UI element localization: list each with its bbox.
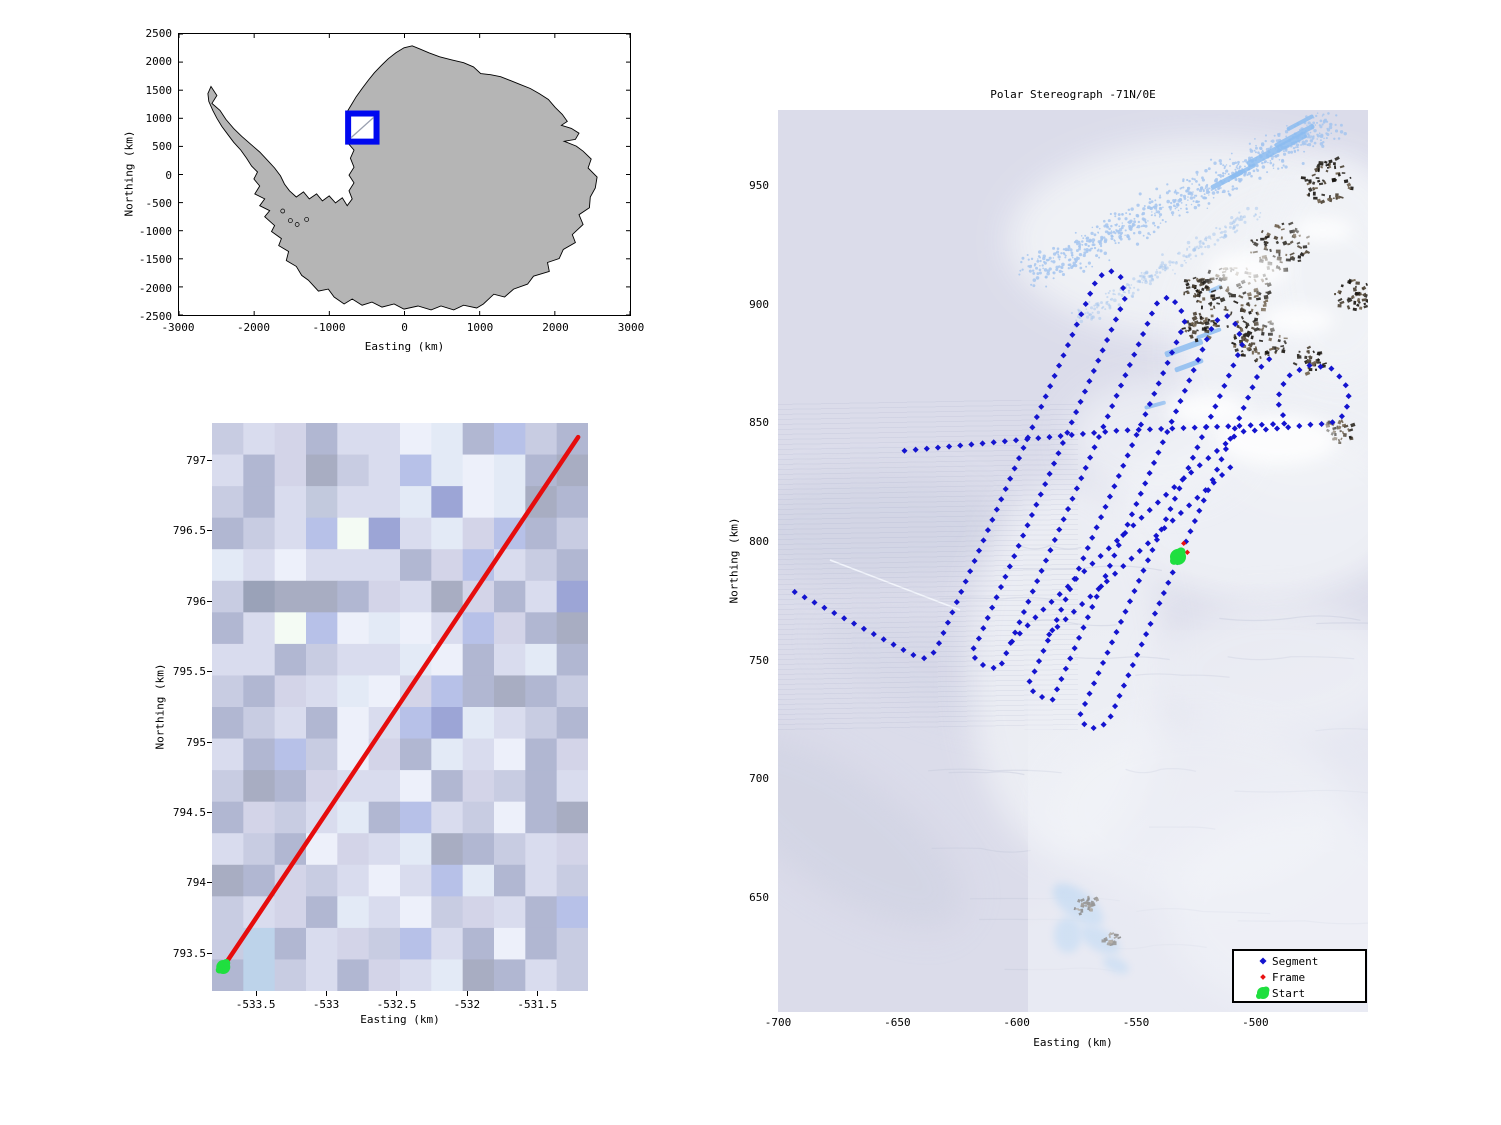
x-tick-label: -533.5 — [235, 998, 276, 1011]
antarctica-landmass — [207, 45, 598, 311]
segment-dotted-tracks — [791, 268, 1352, 732]
x-tick-label: -700 — [764, 1016, 792, 1029]
x-tick-label: 2000 — [542, 321, 569, 334]
pixel-grid — [212, 423, 588, 991]
y-tick-label: 2000 — [145, 55, 173, 69]
x-tick-label: -600 — [1003, 1016, 1030, 1029]
y-tick-mark — [207, 459, 212, 461]
y-tick-label: 1500 — [145, 83, 173, 97]
y-tick-mark — [207, 882, 212, 884]
y-tick-label: -1000 — [138, 225, 172, 239]
y-tick-mark — [207, 741, 212, 743]
y-tick-mark — [207, 952, 212, 954]
x-tick-mark — [537, 991, 539, 996]
map-title: Polar Stereograph -71N/0E — [990, 88, 1156, 101]
y-tick-label: -2500 — [138, 310, 172, 323]
satellite-map-plot — [778, 110, 1368, 1012]
y-tick-label: 950 — [749, 178, 769, 192]
x-tick-mark — [326, 991, 328, 996]
y-tick-label: 900 — [749, 297, 769, 311]
frame-track-line — [221, 434, 581, 970]
x-tick-mark — [466, 991, 468, 996]
legend-item-frame: Frame — [1234, 969, 1365, 985]
y-tick-label: 796.5 — [172, 524, 206, 538]
y-tick-label: 850 — [749, 416, 769, 430]
x-tick-label: -532 — [453, 998, 481, 1011]
y-tick-label: 2500 — [145, 27, 173, 40]
segment-zoom-plot — [212, 423, 588, 991]
zoom-xaxis-label: Easting (km) — [360, 1013, 440, 1026]
snow-sheen — [1028, 630, 1368, 1012]
x-tick-label: -2000 — [236, 321, 271, 334]
y-tick-label: -1500 — [138, 253, 172, 267]
y-tick-mark — [207, 671, 212, 673]
y-tick-label: 650 — [749, 890, 769, 904]
y-tick-label: -500 — [145, 196, 173, 210]
legend-label: Frame — [1272, 970, 1306, 984]
legend-label: Segment — [1272, 954, 1319, 968]
y-tick-label: 793.5 — [172, 946, 206, 960]
y-tick-mark — [207, 600, 212, 602]
y-tick-label: -2000 — [138, 281, 172, 295]
start-marker-icon — [1256, 986, 1270, 999]
x-tick-label: 1000 — [466, 321, 494, 334]
y-tick-label: 795.5 — [172, 665, 206, 679]
y-tick-label: 750 — [749, 653, 769, 667]
y-tick-label: 500 — [152, 140, 172, 154]
map-yaxis-label: Northing (km) — [727, 517, 741, 604]
flight-track-layer — [791, 268, 1352, 732]
map-xaxis-label: Easting (km) — [1033, 1036, 1113, 1049]
legend-item-start: Start — [1234, 985, 1365, 1001]
x-tick-label: -500 — [1242, 1016, 1269, 1029]
y-tick-label: 796 — [186, 594, 206, 608]
legend-item-segment: Segment — [1234, 953, 1365, 969]
y-tick-label: 800 — [749, 534, 769, 548]
y-tick-label: 794 — [186, 876, 206, 890]
y-tick-mark — [207, 812, 212, 813]
x-tick-label: -532.5 — [376, 998, 417, 1011]
x-tick-label: 3000 — [617, 321, 645, 334]
segment-marker-icon — [1259, 957, 1267, 965]
y-tick-label: 1000 — [145, 111, 173, 125]
legend-label: Start — [1272, 986, 1306, 1000]
start-marker — [215, 959, 231, 975]
x-tick-label: -531.5 — [517, 998, 558, 1011]
x-tick-label: -533 — [312, 998, 340, 1011]
y-tick-label: 700 — [749, 772, 769, 786]
x-tick-mark — [255, 991, 257, 996]
x-tick-label: -1000 — [312, 321, 346, 334]
x-tick-mark — [396, 991, 398, 996]
x-tick-label: -650 — [884, 1016, 911, 1029]
antarctica-map — [179, 34, 630, 315]
frame-marker-icon — [1260, 974, 1266, 980]
x-tick-label: 0 — [401, 321, 408, 334]
start-marker — [1170, 547, 1187, 565]
y-tick-label: 0 — [165, 168, 172, 182]
legend: Segment Frame Start — [1232, 949, 1367, 1003]
x-tick-label: -3000 — [161, 321, 195, 334]
y-tick-mark — [207, 530, 212, 532]
y-tick-label: 797 — [186, 453, 206, 467]
inset-xaxis-label: Easting (km) — [364, 340, 445, 353]
y-tick-label: 794.5 — [172, 806, 206, 819]
y-tick-label: 795 — [186, 735, 206, 749]
x-tick-label: -550 — [1122, 1016, 1150, 1029]
antarctica-overview-plot — [178, 33, 631, 316]
